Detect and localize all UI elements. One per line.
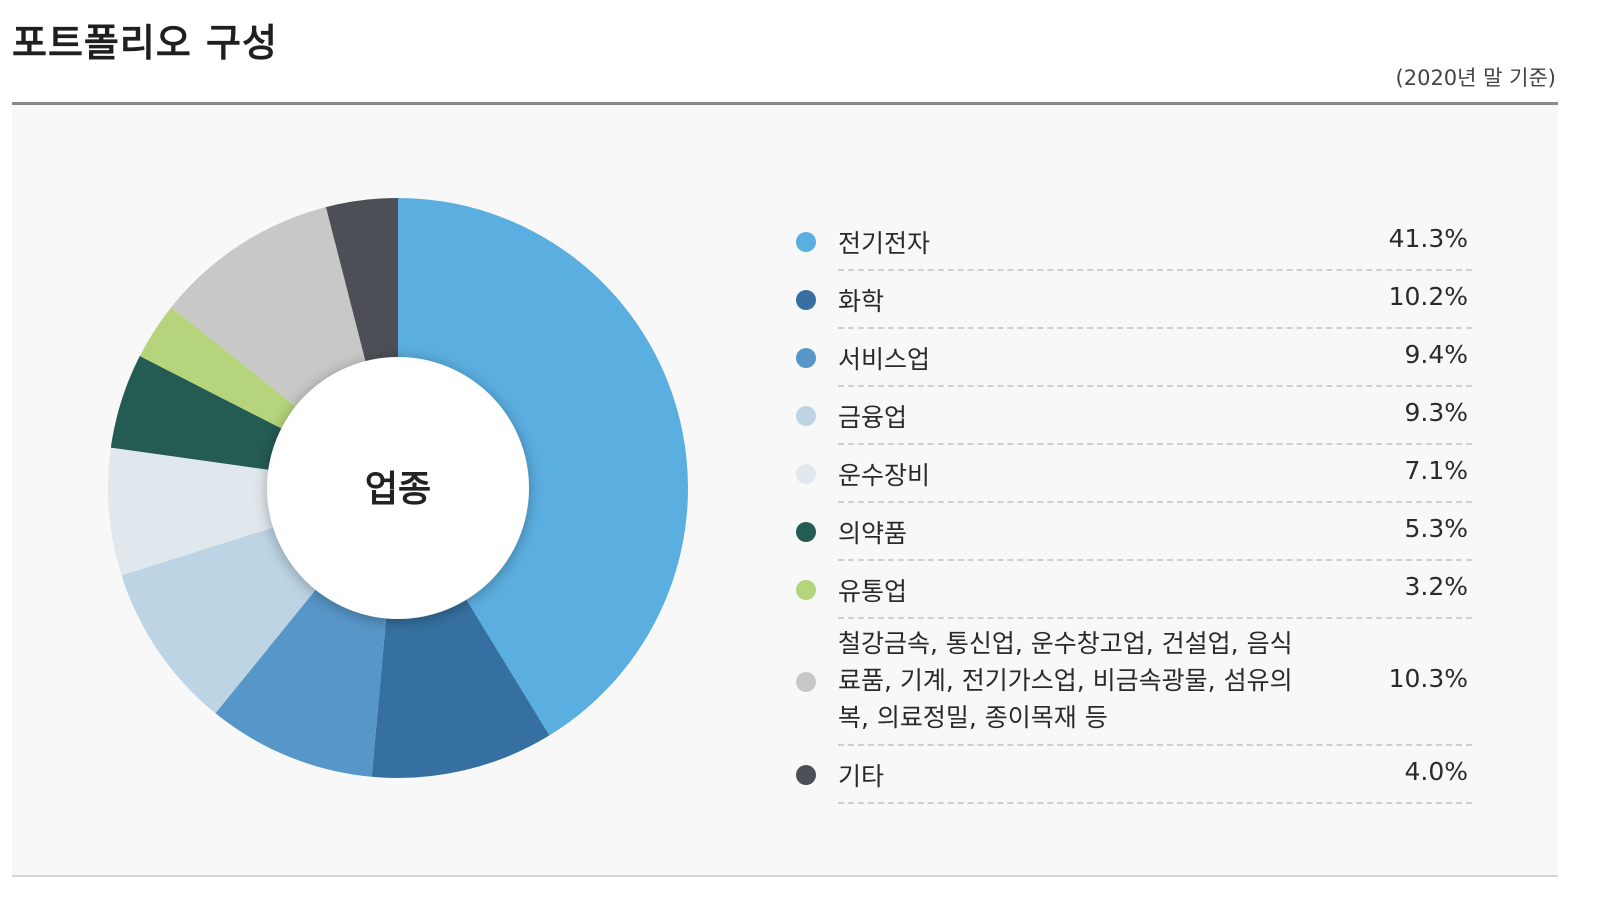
legend-divider: [838, 744, 1472, 746]
legend-item: 의약품 5.3%: [782, 512, 1472, 562]
donut-slice: [110, 356, 285, 471]
legend-divider: [838, 385, 1472, 387]
donut-center-label: 업종: [365, 469, 431, 510]
legend-divider: [838, 559, 1472, 561]
chart-panel: 업종 전기전자 41.3% 화학 10.2% 서비스업 9.4%: [12, 105, 1558, 877]
legend-label: 철강금속, 통신업, 운수창고업, 건설업, 음식료품, 기계, 전기가스업, …: [838, 629, 1293, 732]
donut-slice: [171, 207, 367, 409]
page-title: 포트폴리오 구성: [12, 21, 278, 65]
legend-label: 전기전자: [838, 229, 931, 258]
legend-value: 5.3%: [1404, 514, 1468, 543]
legend-label: 운수장비: [838, 461, 931, 490]
legend-label: 금융업: [838, 403, 908, 432]
legend-divider: [838, 617, 1472, 619]
legend-divider: [838, 443, 1472, 445]
donut-hole: [267, 357, 529, 619]
legend-divider: [838, 501, 1472, 503]
donut-slice: [398, 198, 689, 736]
legend-label: 유통업: [838, 577, 908, 606]
basis-date-note: (2020년 말 기준): [1395, 66, 1556, 90]
legend-color-dot: [796, 580, 816, 600]
donut-slice: [107, 447, 276, 576]
donut-slice: [215, 587, 387, 777]
legend-item: 전기전자 41.3%: [782, 222, 1472, 272]
legend-value: 4.0%: [1404, 757, 1468, 786]
legend-color-dot: [796, 765, 816, 785]
legend-divider: [838, 802, 1472, 804]
legend-value: 7.1%: [1404, 456, 1468, 485]
legend-item: 운수장비 7.1%: [782, 454, 1472, 504]
donut-chart: 업종: [107, 198, 689, 778]
donut-slice: [325, 198, 398, 365]
legend-color-dot: [796, 522, 816, 542]
legend-label: 서비스업: [838, 345, 931, 374]
legend-label: 화학: [838, 287, 885, 316]
legend-color-dot: [796, 348, 816, 368]
title-divider: [12, 102, 1558, 105]
donut-slices: [107, 198, 689, 778]
donut-slice: [371, 597, 550, 778]
legend-value: 9.4%: [1404, 340, 1468, 369]
donut-slice: [139, 307, 298, 430]
legend-color-dot: [796, 464, 816, 484]
legend-divider: [838, 327, 1472, 329]
chart-legend: 전기전자 41.3% 화학 10.2% 서비스업 9.4% 금융업 9.3%: [12, 105, 1558, 875]
legend-item: 서비스업 9.4%: [782, 338, 1472, 388]
legend-item: 금융업 9.3%: [782, 396, 1472, 446]
donut-slice: [121, 526, 318, 714]
legend-value: 41.3%: [1388, 224, 1468, 253]
legend-value: 10.2%: [1388, 282, 1468, 311]
legend-label: 의약품: [838, 519, 908, 548]
legend-color-dot: [796, 232, 816, 252]
legend-item: 유통업 3.2%: [782, 570, 1472, 620]
legend-color-dot: [796, 672, 816, 692]
legend-item: 화학 10.2%: [782, 280, 1472, 330]
legend-item: 기타 4.0%: [782, 755, 1472, 805]
legend-value: 9.3%: [1404, 398, 1468, 427]
legend-color-dot: [796, 406, 816, 426]
legend-color-dot: [796, 290, 816, 310]
legend-value: 3.2%: [1404, 572, 1468, 601]
legend-value: 10.3%: [1388, 664, 1468, 693]
legend-divider: [838, 269, 1472, 271]
legend-label: 기타: [838, 762, 885, 791]
legend-item: 철강금속, 통신업, 운수창고업, 건설업, 음식료품, 기계, 전기가스업, …: [782, 627, 1472, 747]
